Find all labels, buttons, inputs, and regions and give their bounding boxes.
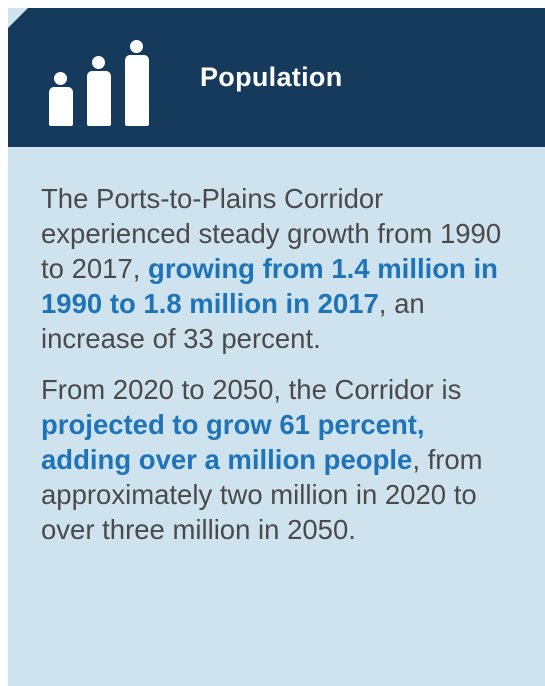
paragraph-growth-projection: From 2020 to 2050, the Corridor is proje… [41,372,511,547]
paragraph-text: , an increase of 33 percent. [41,288,425,354]
paragraph-text: The Ports-to-Plains Corridor experienced… [41,183,502,284]
card-content: The Ports-to-Plains Corridor experienced… [41,181,511,563]
header-title: Population [200,62,343,92]
population-card: Population The Ports-to-Plains Corridor … [8,8,545,686]
population-icon [40,34,152,134]
highlight-text: growing from 1.4 million in 1990 to 1.8 … [41,253,498,319]
paragraph-text: From 2020 to 2050, the Corridor is [41,374,462,405]
paragraph-text: , from approximately two million in 2020… [41,444,483,545]
paragraph-growth-history: The Ports-to-Plains Corridor experienced… [41,181,511,356]
highlight-text: projected to grow 61 percent, adding ove… [41,409,425,475]
card-header: Population [8,8,545,147]
